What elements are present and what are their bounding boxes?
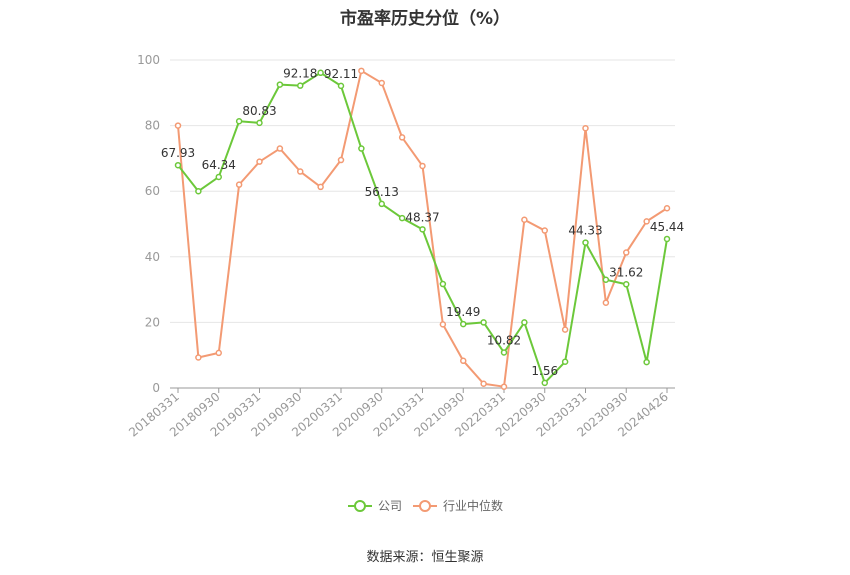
data-point-company [602,276,610,284]
data-label: 56.13 [365,185,399,199]
chart-title: 市盈率历史分位（%） [339,9,511,29]
data-point-company [561,358,569,366]
data-label: 1.56 [531,364,558,378]
data-point-company [297,82,304,89]
y-tick-label: 20 [145,315,160,329]
data-point-company [378,200,385,208]
legend[interactable]: 公司 行业中位数 [348,498,503,513]
data-point-company [358,145,365,152]
grid-lines [170,59,675,323]
data-point-industry [439,321,447,328]
data-point-industry [541,227,548,234]
data-point-industry [378,79,385,87]
data-point-company [256,119,263,127]
data-point-company [480,319,487,326]
data-label: 44.33 [568,224,602,238]
data-point-industry [663,205,671,212]
series-lines [174,67,671,390]
data-point-company [398,214,406,222]
legend-label-industry: 行业中位数 [443,498,503,513]
data-point-company [235,117,243,125]
data-point-company [276,81,284,88]
data-label: 92.11 [324,67,358,81]
data-point-industry [174,122,182,129]
data-label: 80.83 [242,104,276,118]
data-label: 31.62 [609,265,643,279]
data-point-industry [276,145,284,152]
data-point-company [460,320,467,328]
data-point-industry [419,162,426,170]
axes: 0204060801002018033120180930201903312019… [126,53,675,440]
data-point-company [419,226,426,233]
y-tick-label: 100 [137,53,160,67]
data-point-industry [358,67,365,75]
data-point-industry [398,134,406,141]
data-point-company [195,187,202,195]
data-point-company [521,319,528,326]
data-source: 数据来源：恒生聚源 [366,550,484,565]
data-point-industry [623,249,630,256]
data-point-company [582,239,589,246]
data-point-industry [337,156,345,164]
data-point-industry [215,349,222,357]
data-point-company [317,69,324,77]
data-label: 67.93 [161,146,195,160]
data-label: 92.18 [283,67,317,81]
data-point-company [500,349,508,356]
y-tick-label: 0 [152,381,160,395]
data-point-industry [561,326,569,333]
data-point-industry [317,183,324,191]
y-tick-label: 60 [145,184,160,198]
data-point-industry [602,299,610,306]
data-point-industry [195,354,202,361]
data-point-industry [460,357,467,365]
data-point-company [215,173,222,181]
legend-item-industry[interactable]: 行业中位数 [413,498,503,513]
data-label: 64.34 [202,158,236,172]
legend-item-company[interactable]: 公司 [348,499,402,513]
data-label: 10.82 [487,334,521,348]
data-point-company [541,379,548,387]
y-tick-label: 80 [145,119,160,133]
data-label: 45.44 [650,220,684,234]
data-point-industry [500,383,508,390]
data-point-company [174,161,182,169]
data-point-company [439,280,447,288]
data-point-industry [643,218,650,225]
data-point-industry [521,216,528,223]
data-point-industry [256,158,263,165]
data-point-company [663,235,671,243]
data-label: 19.49 [446,305,480,319]
data-point-industry [235,181,243,188]
data-point-company [643,358,650,366]
data-point-industry [582,124,589,132]
data-labels: 67.93 64.34 80.83 92.18 92.11 56.13 48.37 19.49… [161,67,684,378]
y-tick-label: 40 [145,250,160,264]
data-point-company [623,281,630,288]
data-point-company [337,82,345,90]
data-point-industry [297,168,304,175]
data-point-industry [480,380,487,387]
legend-label-company: 公司 [378,499,402,513]
data-label: 48.37 [405,210,439,224]
